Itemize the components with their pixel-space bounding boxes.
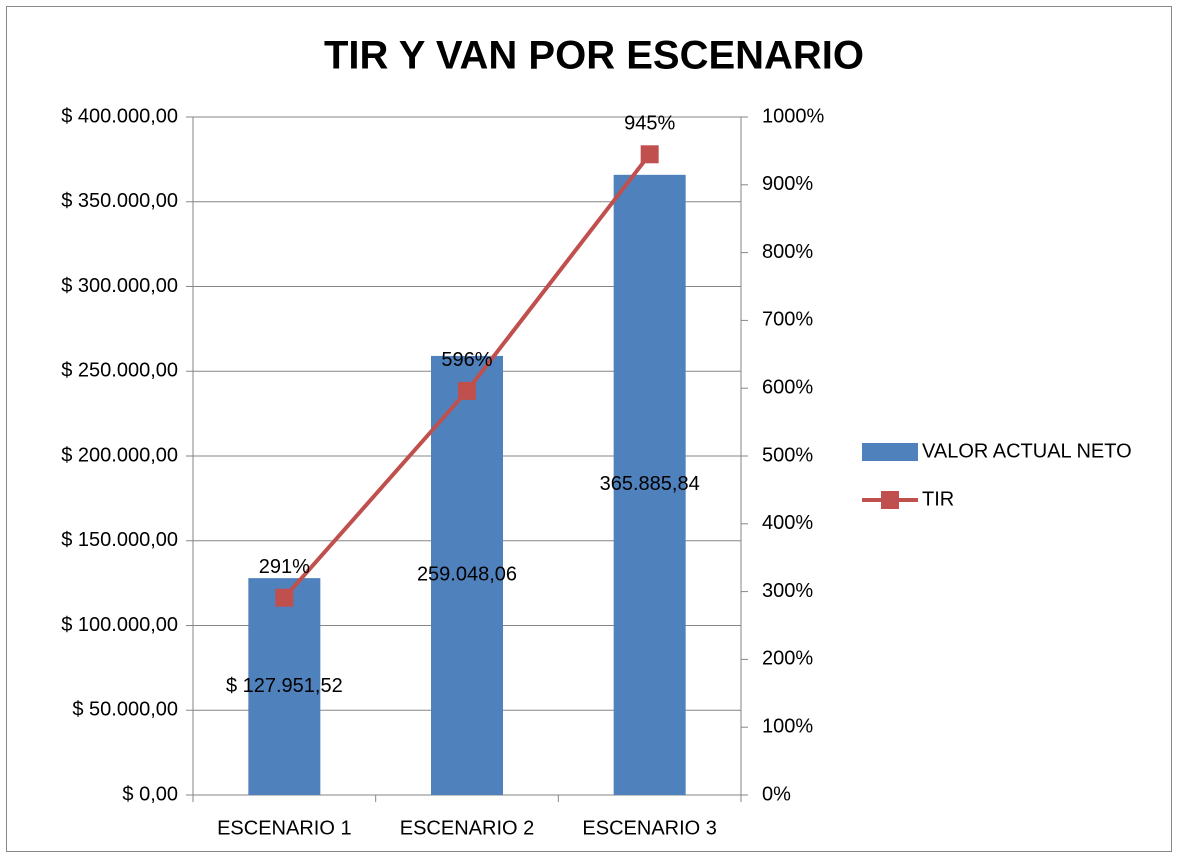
- bar-value-label: 259.048,06: [417, 564, 517, 586]
- y-tick-label: $ 200.000,00: [61, 444, 178, 466]
- bar: [431, 355, 503, 795]
- y2-tick-label: 0%: [762, 783, 791, 805]
- y2-tick-label: 900%: [762, 173, 813, 195]
- y2-tick-label: 300%: [762, 580, 813, 602]
- y2-tick-label: 700%: [762, 309, 813, 331]
- y-tick-label: $ 100.000,00: [61, 614, 178, 636]
- line-marker: [640, 145, 659, 164]
- x-tick-label: ESCENARIO 2: [400, 817, 534, 839]
- line-value-label: 596%: [441, 349, 492, 371]
- bar: [613, 174, 686, 796]
- y2-tick-label: 500%: [762, 444, 813, 466]
- y-tick-label: $ 350.000,00: [61, 190, 178, 212]
- chart-border: [6, 6, 1172, 852]
- y2-tick-label: 800%: [762, 241, 813, 263]
- legend-label: TIR: [922, 488, 954, 510]
- y-tick-label: $ 50.000,00: [72, 699, 178, 721]
- y2-tick-label: 1000%: [762, 105, 824, 127]
- y-tick-label: $ 300.000,00: [61, 275, 178, 297]
- bar-value-label: 365.885,84: [600, 473, 700, 495]
- line-value-label: 291%: [259, 556, 310, 578]
- bar-value-label: $ 127.951,52: [226, 675, 343, 697]
- line-marker: [458, 381, 476, 400]
- x-tick-label: ESCENARIO 3: [582, 817, 716, 839]
- y-tick-label: $ 250.000,00: [61, 360, 178, 382]
- y2-tick-label: 100%: [762, 715, 813, 737]
- y2-tick-label: 600%: [762, 376, 813, 398]
- chart-title: TIR Y VAN POR ESCENARIO: [324, 34, 864, 78]
- line-value-label: 945%: [624, 113, 675, 135]
- x-tick-label: ESCENARIO 1: [217, 817, 351, 839]
- legend-marker: [881, 491, 899, 509]
- y2-tick-label: 400%: [762, 512, 813, 534]
- y-tick-label: $ 400.000,00: [61, 105, 178, 127]
- legend-label: VALOR ACTUAL NETO: [922, 440, 1132, 462]
- legend-swatch: [862, 443, 918, 461]
- bar: [248, 578, 321, 795]
- y-tick-label: $ 150.000,00: [61, 529, 178, 551]
- y2-tick-label: 200%: [762, 648, 813, 670]
- y-tick-label: $ 0,00: [122, 783, 178, 805]
- line-marker: [275, 588, 294, 607]
